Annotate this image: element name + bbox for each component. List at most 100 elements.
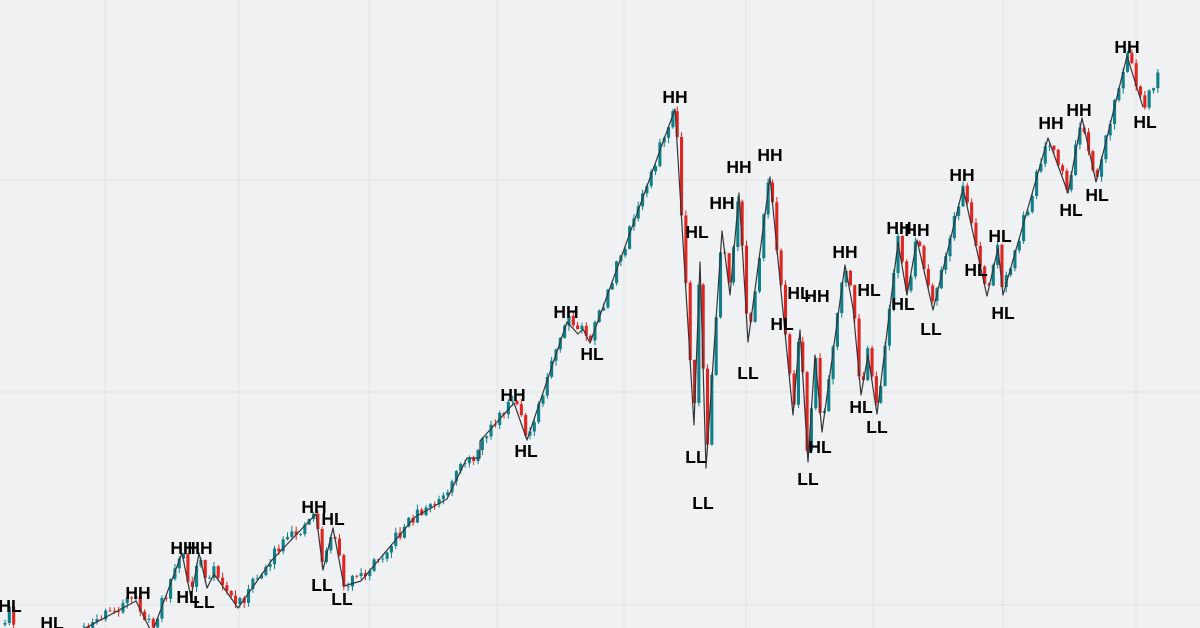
candlestick: [996, 240, 1000, 269]
candle-body: [329, 537, 333, 551]
candle-body: [615, 261, 619, 284]
structure-label: HL: [787, 283, 811, 303]
candle-body: [346, 586, 350, 588]
candle-body: [472, 457, 476, 461]
candlestick: [294, 526, 298, 540]
zigzag-line: [84, 55, 1144, 628]
candlestick: [524, 413, 528, 438]
candle-body: [212, 566, 216, 578]
candle-body: [259, 575, 264, 579]
candlestick: [264, 564, 268, 577]
candle-body: [545, 376, 549, 396]
candle-body: [991, 264, 995, 286]
candlestick: [900, 235, 904, 264]
candle-body: [1043, 146, 1047, 164]
candle-body: [164, 598, 168, 599]
candle-body: [12, 606, 16, 625]
candlestick: [931, 283, 935, 304]
candle-body: [173, 568, 177, 579]
structure-label: LL: [797, 469, 819, 489]
candle-body: [125, 597, 129, 604]
candlestick: [593, 320, 597, 346]
candle-body: [1022, 215, 1026, 242]
structure-label: LL: [311, 575, 333, 595]
structure-label: HH: [301, 497, 326, 517]
candle-body: [1000, 244, 1004, 288]
candlestick: [675, 106, 679, 139]
structure-label: HL: [580, 344, 604, 364]
candle-body: [584, 325, 588, 336]
candlestick: [1138, 85, 1143, 100]
structure-label: LL: [685, 447, 707, 467]
candlestick: [420, 507, 424, 516]
candle-body: [515, 401, 519, 405]
candlestick: [628, 225, 632, 250]
candle-body: [779, 250, 783, 285]
candle-body: [970, 202, 974, 223]
candle-body: [580, 325, 584, 330]
candle-body: [705, 368, 710, 445]
candlestick: [415, 504, 419, 524]
candle-body: [649, 171, 653, 186]
structure-label: LL: [193, 592, 215, 612]
candle-body: [182, 554, 186, 559]
structure-label: HL: [988, 226, 1012, 246]
candle-body: [342, 555, 346, 587]
candlestick: [91, 618, 95, 628]
candle-body: [489, 424, 493, 437]
candle-body: [796, 341, 800, 405]
candle-body: [156, 618, 160, 628]
candle-body: [1134, 63, 1138, 87]
candlestick: [896, 232, 900, 279]
candle-body: [3, 622, 7, 625]
candlestick: [688, 280, 692, 363]
candlestick: [848, 269, 852, 287]
candlestick: [623, 247, 627, 258]
candlestick: [532, 418, 536, 437]
candle-body: [636, 206, 640, 219]
candlestick: [117, 606, 121, 617]
candlestick: [545, 372, 549, 399]
candle-body: [1138, 86, 1143, 96]
structure-label: HH: [187, 538, 212, 558]
candle-body: [82, 626, 86, 628]
candle-body: [216, 566, 220, 578]
candle-body: [957, 206, 961, 217]
candle-body: [766, 182, 770, 215]
candlestick: [528, 427, 532, 440]
candlestick: [584, 322, 588, 342]
candlestick: [346, 582, 350, 592]
candle-body: [177, 558, 181, 569]
candlestick: [983, 265, 987, 286]
structure-label: HL: [808, 437, 832, 457]
candlestick: [779, 248, 783, 287]
structure-label: HH: [804, 286, 829, 306]
candlestick: [489, 420, 493, 440]
candle-body: [874, 376, 878, 403]
candle-body: [320, 528, 324, 562]
candlestick: [1147, 89, 1151, 110]
candlestick: [866, 345, 870, 382]
structure-label: LL: [737, 363, 759, 383]
candle-body: [567, 315, 571, 326]
candlestick: [870, 345, 874, 379]
structure-label: HH: [757, 145, 782, 165]
candle-body: [983, 266, 987, 284]
candle-body: [1069, 174, 1073, 190]
candlestick: [108, 607, 112, 612]
candlestick: [1130, 49, 1134, 65]
candlestick: [130, 596, 134, 603]
candle-body: [476, 450, 480, 461]
candlestick: [667, 125, 671, 144]
candlestick: [303, 521, 307, 537]
candlestick: [519, 398, 523, 417]
structure-label: HL: [176, 587, 200, 607]
candlestick: [952, 211, 956, 241]
candlestick: [1125, 50, 1130, 73]
candle-body: [853, 285, 857, 319]
candle-body: [242, 598, 246, 603]
candle-body: [1151, 88, 1156, 91]
candle-body: [402, 526, 406, 538]
structure-label: HH: [1038, 113, 1063, 133]
